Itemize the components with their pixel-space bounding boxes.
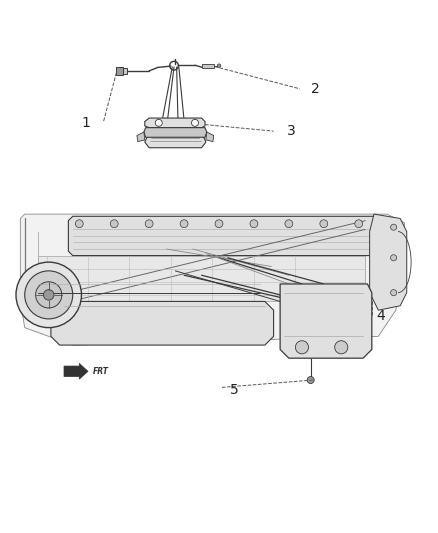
Circle shape xyxy=(25,271,73,319)
Polygon shape xyxy=(64,364,88,379)
Circle shape xyxy=(217,64,221,67)
Text: 3: 3 xyxy=(286,124,295,138)
Text: 4: 4 xyxy=(376,309,385,323)
Polygon shape xyxy=(137,132,145,142)
Polygon shape xyxy=(280,284,372,358)
Circle shape xyxy=(191,119,198,126)
Polygon shape xyxy=(206,132,214,142)
Polygon shape xyxy=(38,256,365,302)
Polygon shape xyxy=(145,138,206,148)
Circle shape xyxy=(335,341,348,354)
Circle shape xyxy=(391,255,397,261)
Polygon shape xyxy=(145,118,205,128)
Circle shape xyxy=(155,119,162,126)
Polygon shape xyxy=(51,302,274,345)
Polygon shape xyxy=(20,214,405,345)
Text: 5: 5 xyxy=(230,383,239,397)
Circle shape xyxy=(110,220,118,228)
Circle shape xyxy=(180,220,188,228)
Circle shape xyxy=(75,220,83,228)
Polygon shape xyxy=(68,216,378,256)
Circle shape xyxy=(250,220,258,228)
Circle shape xyxy=(307,376,314,384)
Circle shape xyxy=(355,220,363,228)
Circle shape xyxy=(35,282,62,308)
Circle shape xyxy=(391,224,397,230)
Circle shape xyxy=(295,341,308,354)
Text: 1: 1 xyxy=(81,116,90,130)
Circle shape xyxy=(285,220,293,228)
Polygon shape xyxy=(122,68,127,74)
Circle shape xyxy=(16,262,81,328)
Circle shape xyxy=(43,289,54,300)
Circle shape xyxy=(320,220,328,228)
Polygon shape xyxy=(144,128,207,141)
Circle shape xyxy=(215,220,223,228)
Text: FRT: FRT xyxy=(92,367,108,376)
Circle shape xyxy=(391,289,397,296)
Text: 2: 2 xyxy=(311,82,319,96)
Polygon shape xyxy=(117,67,123,75)
Polygon shape xyxy=(202,64,214,68)
Polygon shape xyxy=(370,214,407,310)
Circle shape xyxy=(145,220,153,228)
